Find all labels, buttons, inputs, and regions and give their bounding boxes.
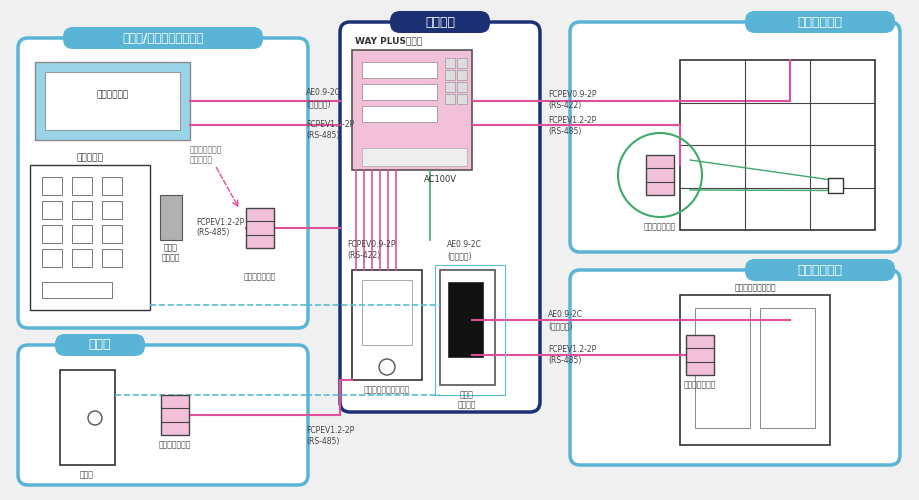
Bar <box>445 70 455 80</box>
FancyBboxPatch shape <box>55 334 145 356</box>
Text: (RS-485): (RS-485) <box>548 127 581 136</box>
Text: のみの場合: のみの場合 <box>190 155 213 164</box>
Text: カード
リーダー: カード リーダー <box>162 243 180 262</box>
Text: FCPEV1.2-2P: FCPEV1.2-2P <box>306 120 354 129</box>
Text: FCPEV1.2-2P: FCPEV1.2-2P <box>548 345 596 354</box>
Bar <box>445 82 455 92</box>
Bar <box>679 295 829 445</box>
Text: 集合玄関機: 集合玄関機 <box>76 153 103 162</box>
Bar <box>42 201 62 219</box>
FancyBboxPatch shape <box>62 27 263 49</box>
Text: (接点信号): (接点信号) <box>447 251 471 260</box>
Bar <box>160 195 182 240</box>
Text: (RS-485): (RS-485) <box>306 437 339 446</box>
Bar <box>42 177 62 195</box>
Text: AE0.9-2C: AE0.9-2C <box>306 88 341 97</box>
Text: WAY PLUS制御盤: WAY PLUS制御盤 <box>355 36 422 45</box>
Text: エレベーター制御部: エレベーター制御部 <box>733 283 775 292</box>
Bar <box>679 60 874 230</box>
Text: FCPEV0.9-2P: FCPEV0.9-2P <box>346 240 395 249</box>
Bar <box>361 62 437 78</box>
Text: マルチリーダー: マルチリーダー <box>643 222 675 231</box>
Text: 電気錠: 電気錠 <box>80 470 94 479</box>
Text: (RS-485): (RS-485) <box>306 131 339 140</box>
Bar <box>361 84 437 100</box>
Bar <box>45 72 180 130</box>
Text: AC100V: AC100V <box>423 175 456 184</box>
Bar <box>72 177 92 195</box>
Text: 自動扉制御部: 自動扉制御部 <box>96 90 129 100</box>
Bar <box>759 308 814 428</box>
FancyBboxPatch shape <box>390 11 490 33</box>
FancyBboxPatch shape <box>18 38 308 328</box>
Bar <box>457 82 467 92</box>
Text: AE0.9-2C: AE0.9-2C <box>447 240 482 249</box>
Text: マルチリーダー: マルチリーダー <box>683 380 715 389</box>
Bar <box>435 265 505 395</box>
Bar <box>694 308 749 428</box>
Bar <box>445 58 455 68</box>
Text: (RS-422): (RS-422) <box>548 101 581 110</box>
Text: 管理人室: 管理人室 <box>425 16 455 28</box>
Bar <box>35 62 190 140</box>
FancyBboxPatch shape <box>18 345 308 485</box>
Text: FCPEV1.2-2P: FCPEV1.2-2P <box>196 218 244 227</box>
Bar <box>827 178 842 192</box>
Text: インターホン制御装置: インターホン制御装置 <box>364 385 410 394</box>
Text: (RS-485): (RS-485) <box>548 356 581 365</box>
Bar <box>42 282 112 298</box>
Text: (接点信号): (接点信号) <box>548 321 572 330</box>
Bar <box>457 94 467 104</box>
Bar <box>245 208 274 248</box>
Bar <box>439 270 494 385</box>
Bar <box>352 270 422 380</box>
Bar <box>60 370 115 465</box>
Text: マルチリーダー: マルチリーダー <box>244 272 276 281</box>
Text: 宅配ボックス: 宅配ボックス <box>797 16 842 28</box>
Text: AE0.9-2C: AE0.9-2C <box>548 310 583 319</box>
Text: (RS-422): (RS-422) <box>346 251 380 260</box>
Text: 電気錠
制御装置: 電気錠 制御装置 <box>458 390 476 409</box>
Text: マルチリーダー: マルチリーダー <box>159 440 191 449</box>
Bar <box>72 225 92 243</box>
Text: FCPEV1.2-2P: FCPEV1.2-2P <box>548 116 596 125</box>
FancyBboxPatch shape <box>570 22 899 252</box>
FancyBboxPatch shape <box>570 270 899 465</box>
Bar <box>102 249 122 267</box>
Bar <box>72 201 92 219</box>
Bar <box>72 249 92 267</box>
Bar <box>42 225 62 243</box>
Text: FCPEV0.9-2P: FCPEV0.9-2P <box>548 90 596 99</box>
Bar <box>352 50 471 170</box>
Bar <box>30 165 150 310</box>
Bar <box>42 249 62 267</box>
Bar <box>686 335 713 375</box>
Bar <box>448 282 482 357</box>
Text: (接点信号): (接点信号) <box>306 99 330 108</box>
Text: 通用口: 通用口 <box>88 338 111 351</box>
Text: FCPEV1.2-2P: FCPEV1.2-2P <box>306 426 354 435</box>
Bar <box>161 395 188 435</box>
Bar <box>457 70 467 80</box>
Bar <box>445 94 455 104</box>
Bar <box>361 148 467 166</box>
Bar <box>102 225 122 243</box>
Bar <box>361 280 412 345</box>
Text: メイン/サブエントランス: メイン/サブエントランス <box>122 32 203 44</box>
FancyBboxPatch shape <box>744 259 894 281</box>
Bar <box>645 155 674 195</box>
FancyBboxPatch shape <box>340 22 539 412</box>
Bar <box>361 106 437 122</box>
Bar <box>457 58 467 68</box>
Bar <box>102 201 122 219</box>
Text: エレベーター: エレベーター <box>797 264 842 276</box>
Text: (RS-485): (RS-485) <box>196 228 229 237</box>
FancyBboxPatch shape <box>744 11 894 33</box>
Bar <box>102 177 122 195</box>
Text: カードリーダー: カードリーダー <box>190 145 222 154</box>
